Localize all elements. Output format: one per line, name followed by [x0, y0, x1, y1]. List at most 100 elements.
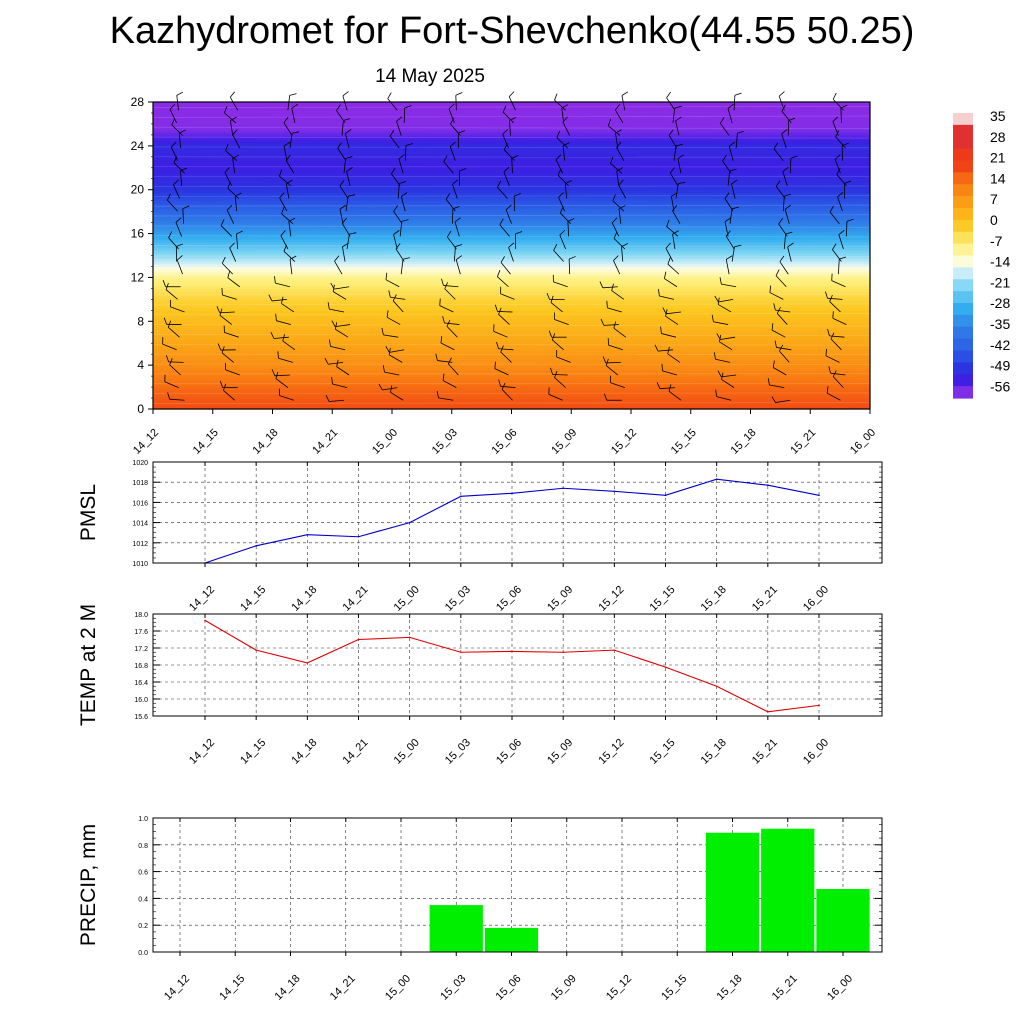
wind-barb — [733, 95, 736, 111]
heatmap-band — [153, 395, 870, 399]
wind-barb — [280, 235, 289, 250]
contour-line — [152, 324, 871, 327]
heatmap-band — [153, 126, 870, 131]
wind-barb — [226, 210, 235, 224]
wind-barb — [222, 294, 237, 300]
colorbar-segment — [953, 279, 973, 292]
wind-barb — [718, 298, 734, 303]
wind-barb — [342, 246, 346, 262]
heatmap-band — [153, 132, 870, 136]
x-tick-label: 14_15 — [238, 584, 268, 614]
wind-barb — [279, 175, 292, 187]
wind-barb — [273, 336, 289, 339]
wind-barb — [725, 259, 730, 275]
wind-barb — [329, 308, 345, 313]
precip-bar — [816, 889, 870, 952]
wind-barb-flag — [459, 168, 467, 172]
wind-barb-flag — [737, 130, 745, 134]
wind-barb — [561, 107, 565, 123]
wind-barb — [279, 395, 295, 401]
wind-barb-flag — [719, 277, 722, 285]
heatmap-band — [153, 208, 870, 213]
wind-barb — [781, 133, 787, 149]
wind-barb — [276, 320, 291, 325]
wind-barb — [562, 145, 566, 161]
heatmap-band — [153, 288, 870, 292]
wind-barb — [164, 381, 179, 388]
wind-barb — [397, 183, 400, 199]
wind-barb — [182, 208, 184, 224]
wind-barb-flag — [494, 361, 496, 369]
wind-barb-flag — [503, 166, 510, 173]
y-tick-label: 1010 — [132, 561, 148, 568]
wind-barb — [445, 199, 456, 212]
wind-barb-flag — [779, 255, 785, 262]
wind-barb-flag — [666, 91, 671, 99]
wind-barb-flag — [279, 192, 285, 199]
wind-barb-flag — [404, 105, 412, 109]
wind-barb-flag — [435, 353, 438, 361]
heatmap-band — [153, 315, 870, 320]
wind-barb-flag — [283, 141, 291, 147]
colorbar-segment — [953, 350, 973, 363]
heatmap-band — [153, 332, 870, 336]
wind-barb — [443, 285, 459, 288]
wind-barb — [450, 123, 461, 136]
wind-barb — [559, 234, 567, 250]
wind-barb — [500, 385, 516, 389]
contour-line — [152, 245, 871, 247]
wind-barb-flag — [675, 116, 682, 122]
wind-barb-flag — [455, 244, 463, 247]
x-tick-label: 15_12 — [596, 584, 626, 614]
wind-barb-flag — [514, 193, 521, 197]
heatmap-band — [153, 340, 870, 344]
wind-barb-flag — [171, 118, 175, 126]
wind-barb-flag — [339, 204, 347, 210]
wind-barb-flag — [169, 358, 173, 365]
y-tick-label: 16.0 — [134, 697, 148, 704]
wind-barb — [386, 316, 401, 325]
wind-barb — [836, 174, 847, 187]
wind-barb — [398, 158, 404, 174]
colorbar-label: 21 — [990, 150, 1006, 166]
x-tick-label: 15_21 — [788, 427, 818, 457]
precip-axis-label: PRECIP, mm — [77, 824, 100, 946]
data-point — [408, 521, 411, 524]
heatmap-band — [153, 121, 870, 125]
data-point — [562, 651, 564, 654]
wind-barb-flag — [832, 92, 837, 100]
contour-line — [152, 115, 871, 118]
x-tick-label: 15_03 — [443, 737, 473, 767]
wind-barb-flag — [826, 386, 829, 394]
wind-barb-flag — [724, 192, 730, 199]
x-tick-label: 15_03 — [438, 973, 468, 1003]
wind-barb-flag — [674, 105, 682, 109]
heatmap-band — [153, 400, 870, 405]
wind-barb — [288, 221, 292, 237]
wind-barb — [454, 221, 460, 237]
wind-barb — [553, 281, 568, 288]
wind-barb-flag — [618, 179, 624, 186]
wind-barb — [562, 121, 571, 136]
y-tick-label: 1016 — [132, 500, 148, 507]
wind-barb-flag — [554, 93, 558, 101]
wind-barb — [552, 339, 564, 351]
heatmap-band — [153, 118, 870, 122]
wind-barb-flag — [565, 180, 572, 184]
heatmap-band — [153, 343, 870, 347]
wind-barb-flag — [784, 193, 792, 197]
wind-barb — [453, 246, 456, 262]
wind-barb — [440, 342, 455, 351]
wind-barb-flag — [502, 129, 508, 135]
wind-barb-flag — [452, 206, 460, 210]
wind-barb — [832, 317, 847, 325]
precip-bar — [705, 832, 760, 952]
wind-barb-flag — [449, 141, 456, 147]
wind-barb-flag — [553, 243, 558, 251]
wind-barb — [610, 382, 625, 388]
heatmap-band — [153, 137, 870, 141]
wind-barb-flag — [660, 326, 662, 334]
wind-barb-flag — [721, 372, 724, 380]
wind-barb — [219, 311, 235, 314]
wind-barb-flag — [613, 255, 619, 261]
